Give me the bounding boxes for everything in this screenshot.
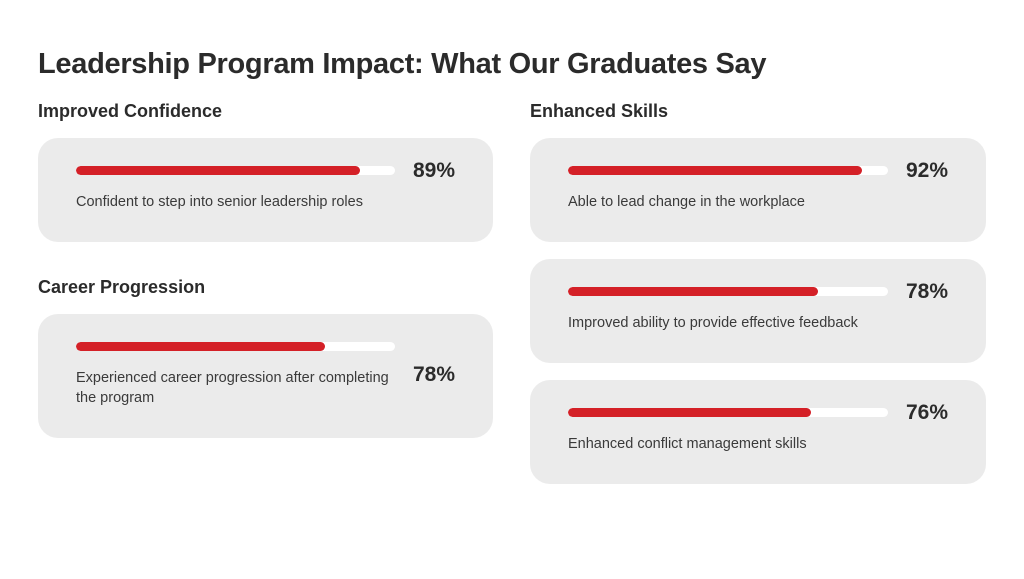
stat-card-career-progression: Experienced career progression after com… — [38, 314, 493, 438]
progress-bar-fill — [568, 287, 818, 296]
card-main: Able to lead change in the workplace — [568, 166, 888, 212]
progress-bar-fill — [568, 166, 863, 175]
page-title: Leadership Program Impact: What Our Grad… — [38, 48, 767, 81]
progress-bar-fill — [76, 342, 325, 351]
progress-bar-track — [568, 287, 888, 296]
card-description: Experienced career progression after com… — [76, 370, 389, 406]
section-heading-career-progression: Career Progression — [38, 277, 206, 297]
card-row: Experienced career progression after com… — [76, 342, 455, 408]
card-row: Able to lead change in the workplace 92% — [568, 159, 948, 212]
card-row: Confident to step into senior leadership… — [76, 159, 455, 212]
card-description: Improved ability to provide effective fe… — [568, 315, 858, 331]
progress-bar-track — [568, 408, 888, 417]
stats-columns: Improved Confidence Confident to step in… — [0, 100, 1024, 484]
card-main: Improved ability to provide effective fe… — [568, 287, 888, 333]
percentage-value: 89% — [412, 159, 455, 182]
right-column: Enhanced Skills Able to lead change in t… — [530, 100, 986, 484]
stat-card-conflict-management: Enhanced conflict management skills 76% — [530, 380, 986, 484]
card-main: Confident to step into senior leadership… — [76, 166, 395, 212]
section-heading-improved-confidence: Improved Confidence — [38, 101, 223, 121]
stat-card-lead-change: Able to lead change in the workplace 92% — [530, 138, 986, 242]
progress-bar-fill — [568, 408, 812, 417]
card-row: Improved ability to provide effective fe… — [568, 280, 948, 333]
percentage-value: 78% — [412, 363, 455, 386]
card-row: Enhanced conflict management skills 76% — [568, 401, 948, 454]
percentage-value: 78% — [905, 280, 948, 303]
progress-bar-fill — [76, 166, 360, 175]
progress-bar-track — [76, 166, 395, 175]
stat-card-confidence: Confident to step into senior leadership… — [38, 138, 493, 242]
card-description: Able to lead change in the workplace — [568, 194, 805, 210]
progress-bar-track — [568, 166, 888, 175]
card-description: Confident to step into senior leadership… — [76, 194, 363, 210]
card-description: Enhanced conflict management skills — [568, 436, 807, 452]
card-main: Experienced career progression after com… — [76, 342, 395, 408]
stat-card-effective-feedback: Improved ability to provide effective fe… — [530, 259, 986, 363]
percentage-value: 76% — [905, 401, 948, 424]
percentage-value: 92% — [905, 159, 948, 182]
left-column: Improved Confidence Confident to step in… — [38, 100, 493, 484]
section-heading-enhanced-skills: Enhanced Skills — [530, 101, 669, 121]
progress-bar-track — [76, 342, 395, 351]
card-main: Enhanced conflict management skills — [568, 408, 888, 454]
